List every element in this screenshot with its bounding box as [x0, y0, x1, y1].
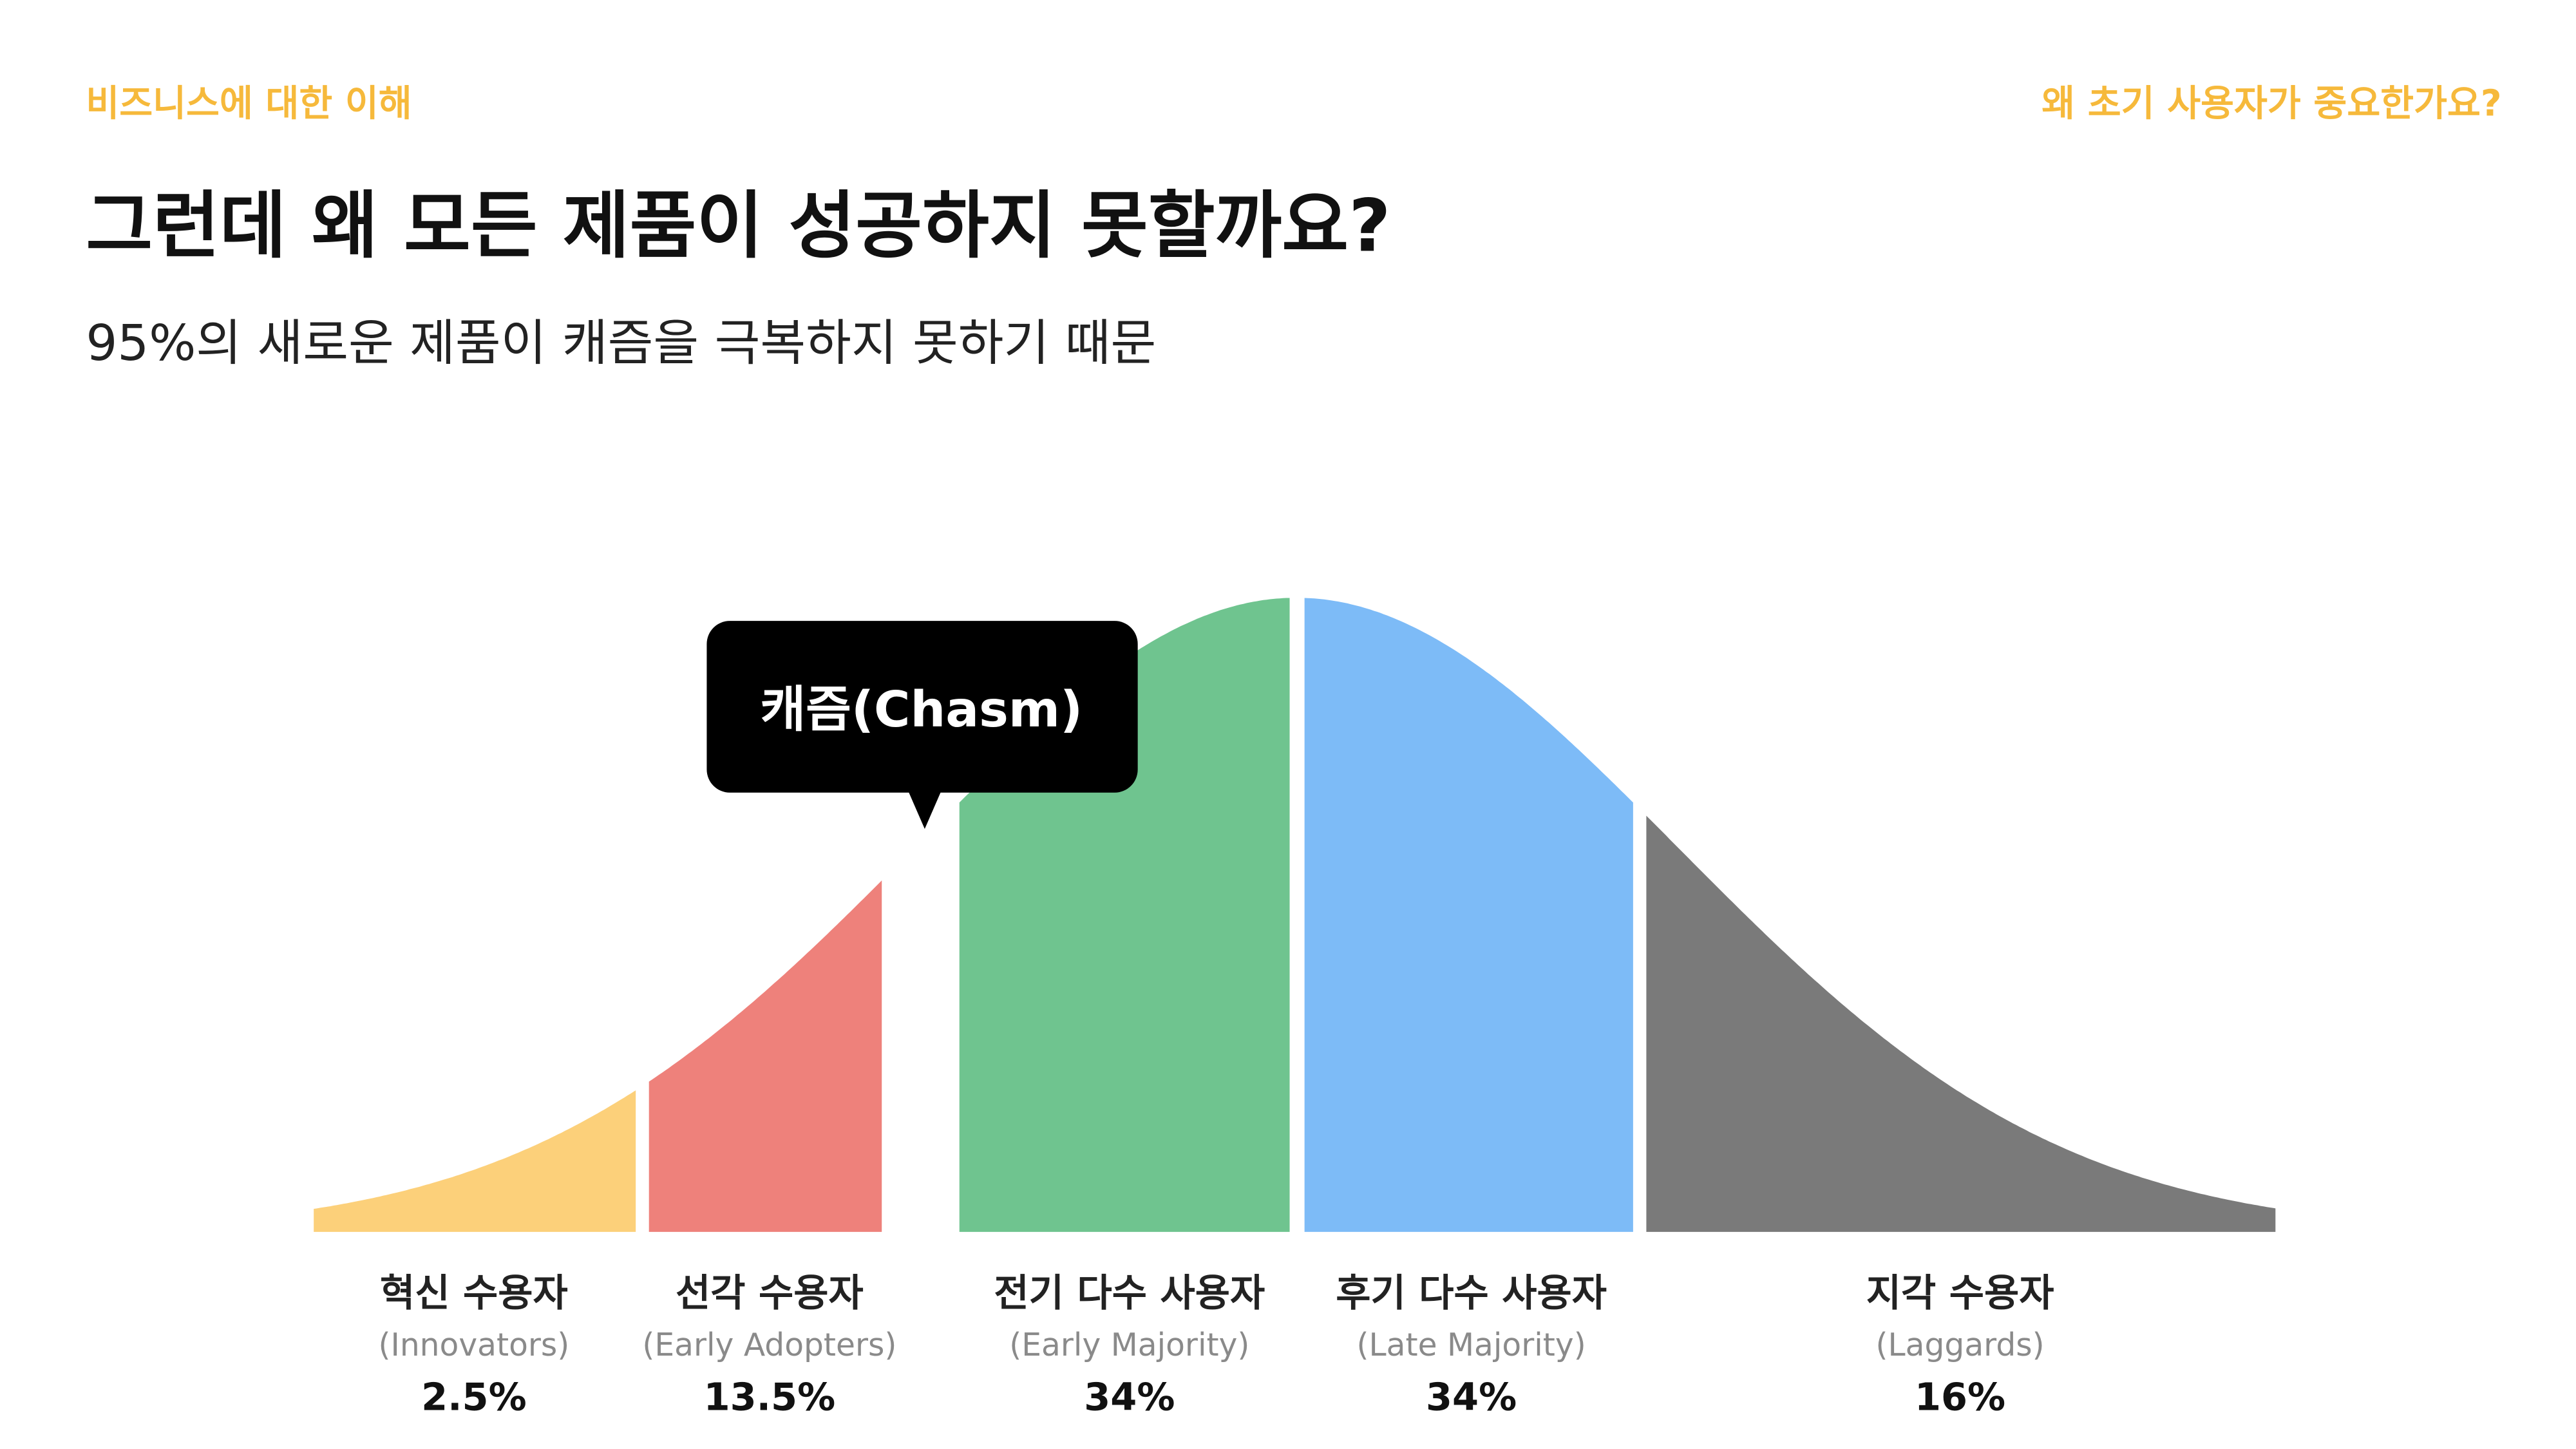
segment-english: (Early Adopters)	[642, 1327, 896, 1363]
segment-name: 혁신 수용자	[380, 1271, 568, 1315]
segment	[1646, 815, 2276, 1232]
segment-share: 34%	[1084, 1375, 1175, 1419]
segment-share: 34%	[1426, 1375, 1517, 1419]
segment-share: 13.5%	[704, 1375, 836, 1419]
callout-box	[706, 621, 1138, 793]
segment-english: (Innovators)	[378, 1327, 569, 1363]
bell-curve	[314, 598, 2276, 1232]
segment-english: (Laggards)	[1876, 1327, 2045, 1363]
segment-labels: 혁신 수용자 (Innovators) 2.5% 선각 수용자 (Early Adopt…	[378, 1271, 2054, 1419]
segment	[314, 1090, 636, 1232]
segment	[649, 880, 882, 1232]
segment-name: 지각 수용자	[1866, 1271, 2054, 1315]
segment-share: 2.5%	[421, 1375, 527, 1419]
segment	[1304, 598, 1633, 1232]
title: 그런데 왜 모든 제품이 성공하지 못할까요?	[86, 184, 1390, 269]
segment-name: 전기 다수 사용자	[994, 1271, 1265, 1315]
section-label: 비즈니스에 대한 이해	[86, 82, 412, 124]
topic-label: 왜 초기 사용자가 중요한가요?	[2041, 82, 2501, 124]
segment-english: (Late Majority)	[1357, 1327, 1586, 1363]
segment-english: (Early Majority)	[1009, 1327, 1249, 1363]
segment-name: 선각 수용자	[676, 1271, 864, 1315]
callout-text: 캐즘(Chasm)	[760, 681, 1083, 739]
callout: 캐즘(Chasm)	[706, 621, 1138, 829]
callout-pointer	[908, 791, 942, 829]
subtitle: 95%의 새로운 제품이 캐즘을 극복하지 못하기 때문	[86, 315, 1156, 372]
segment-name: 후기 다수 사용자	[1336, 1271, 1607, 1315]
segment-share: 16%	[1915, 1375, 2005, 1419]
